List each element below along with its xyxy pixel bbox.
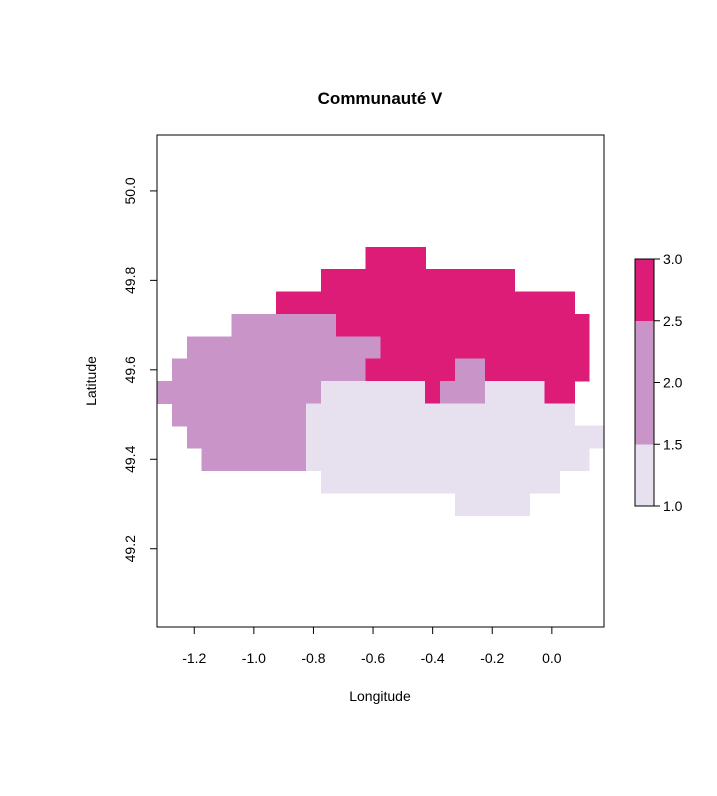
raster-cell — [201, 448, 307, 472]
y-tick-label: 49.6 — [122, 356, 138, 383]
raster-cell — [365, 246, 426, 270]
y-axis-title: Latitude — [83, 356, 99, 406]
raster-cell — [455, 358, 486, 382]
legend-swatch — [635, 320, 654, 445]
color-legend: 1.0 1.5 2.0 2.5 3.0 — [634, 251, 683, 514]
raster-cell — [320, 470, 560, 494]
raster-cell — [157, 381, 322, 404]
x-tick-label: -0.4 — [421, 650, 445, 666]
x-tick-label: 0.0 — [542, 650, 562, 666]
y-tick-label: 49.8 — [122, 267, 138, 294]
raster-cell — [425, 381, 441, 404]
x-tick-label: -1.2 — [182, 650, 206, 666]
legend-tick-label: 1.5 — [663, 436, 683, 452]
raster-cell — [440, 381, 486, 404]
y-tick-label: 49.2 — [122, 535, 138, 562]
raster-cell — [306, 448, 590, 472]
raster-cell — [276, 291, 575, 315]
x-axis-title: Longitude — [349, 688, 411, 704]
raster-cells — [157, 246, 605, 516]
x-tick-label: -0.8 — [301, 650, 325, 666]
raster-cell — [320, 269, 516, 293]
raster-cell — [186, 425, 307, 449]
raster-cell — [320, 381, 426, 404]
raster-cell — [484, 381, 545, 404]
raster-cell — [306, 403, 575, 427]
legend-swatch — [635, 259, 654, 321]
legend-tick-label: 2.0 — [663, 375, 683, 391]
raster-cell — [455, 492, 531, 516]
raster-cell — [186, 336, 382, 360]
raster-cell — [335, 313, 590, 337]
x-tick-label: -0.2 — [480, 650, 504, 666]
raster-cell — [171, 403, 307, 427]
raster-cell — [484, 358, 590, 382]
y-tick-label: 49.4 — [122, 445, 138, 472]
raster-cell — [365, 358, 456, 382]
legend-swatch — [635, 444, 654, 506]
x-tick-label: -1.0 — [242, 650, 266, 666]
x-axis: -1.2 -1.0 -0.8 -0.6 -0.4 -0.2 0.0 — [182, 626, 562, 666]
legend-tick-label: 3.0 — [663, 251, 683, 267]
y-tick-label: 50.0 — [122, 177, 138, 204]
chart-title: Communauté V — [318, 89, 443, 108]
raster-cell — [231, 313, 337, 337]
y-axis: 49.2 49.4 49.6 49.8 50.0 — [122, 177, 158, 562]
legend-tick-label: 2.5 — [663, 313, 683, 329]
raster-cell — [306, 425, 605, 449]
raster-cell — [380, 336, 590, 360]
raster-cell — [171, 358, 367, 382]
legend-tick-label: 1.0 — [663, 498, 683, 514]
x-tick-label: -0.6 — [361, 650, 385, 666]
raster-cell — [544, 381, 575, 404]
